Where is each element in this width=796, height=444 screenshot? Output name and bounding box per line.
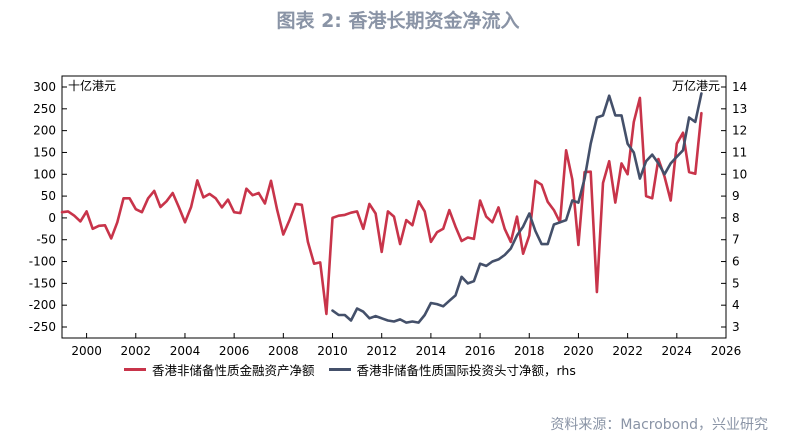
left-tick-label: -150 — [29, 276, 56, 290]
x-tick-label: 2004 — [170, 344, 201, 358]
x-tick-label: 2002 — [121, 344, 152, 358]
plot-frame — [61, 75, 727, 339]
left-tick-label: -50 — [36, 233, 56, 247]
left-tick-label: 200 — [33, 124, 56, 138]
x-tick-label: 2012 — [366, 344, 397, 358]
left-tick-label: 50 — [41, 189, 56, 203]
right-tick-label: 6 — [732, 255, 740, 269]
legend-label-financial-assets: 香港非储备性质金融资产净额 — [152, 363, 315, 378]
right-tick-label: 4 — [732, 298, 740, 312]
left-tick-label: 0 — [48, 211, 56, 225]
legend: 香港非储备性质金融资产净额 香港非储备性质国际投资头寸净额，rhs — [124, 360, 576, 379]
right-tick-label: 10 — [732, 167, 747, 181]
x-tick-label: 2006 — [219, 344, 250, 358]
left-tick-label: -250 — [29, 320, 56, 334]
right-tick-label: 8 — [732, 211, 740, 225]
x-tick-label: 2024 — [662, 344, 693, 358]
left-tick-label: -200 — [29, 298, 56, 312]
legend-swatch-navy — [328, 368, 351, 371]
source-note: 资料来源：Macrobond，兴业研究 — [550, 417, 768, 433]
x-tick-label: 2010 — [317, 344, 348, 358]
x-tick-label: 2000 — [71, 344, 102, 358]
left-tick-label: 150 — [33, 145, 56, 159]
x-tick-label: 2022 — [612, 344, 643, 358]
series-line-iip — [331, 92, 703, 324]
legend-label-iip: 香港非储备性质国际投资头寸净额，rhs — [356, 363, 576, 378]
x-tick-label: 2026 — [711, 344, 742, 358]
legend-swatch-red — [124, 368, 146, 371]
legend-item-financial-assets: 香港非储备性质金融资产净额 — [124, 360, 315, 379]
right-tick-label: 5 — [732, 276, 740, 290]
x-tick-label: 2008 — [268, 344, 299, 358]
right-tick-label: 9 — [732, 189, 740, 203]
left-tick-label: 250 — [33, 102, 56, 116]
x-tick-label: 2016 — [465, 344, 496, 358]
right-tick-label: 13 — [732, 102, 747, 116]
left-tick-label: -100 — [29, 255, 56, 269]
right-axis-unit: 万亿港元 — [672, 78, 720, 93]
left-tick-label: 300 — [33, 80, 56, 94]
x-tick-label: 2014 — [416, 344, 447, 358]
series-layer — [60, 92, 703, 324]
left-axis-unit: 十亿港元 — [68, 78, 116, 93]
right-tick-label: 7 — [732, 233, 740, 247]
page-title: 图表 2: 香港长期资金净流入 — [276, 10, 520, 32]
left-tick-label: 100 — [33, 167, 56, 181]
right-tick-label: 12 — [732, 124, 747, 138]
series-line-financial-assets — [60, 96, 703, 316]
right-tick-label: 11 — [732, 145, 747, 159]
right-tick-label: 14 — [732, 80, 747, 94]
x-tick-label: 2020 — [563, 344, 594, 358]
legend-item-iip: 香港非储备性质国际投资头寸净额，rhs — [328, 360, 576, 379]
right-tick-label: 3 — [732, 320, 740, 334]
x-tick-label: 2018 — [514, 344, 545, 358]
chart-axes: -250 -200 -150 -100 -50 0 50 100 150 200 250 300 3 4 5… — [29, 75, 747, 358]
